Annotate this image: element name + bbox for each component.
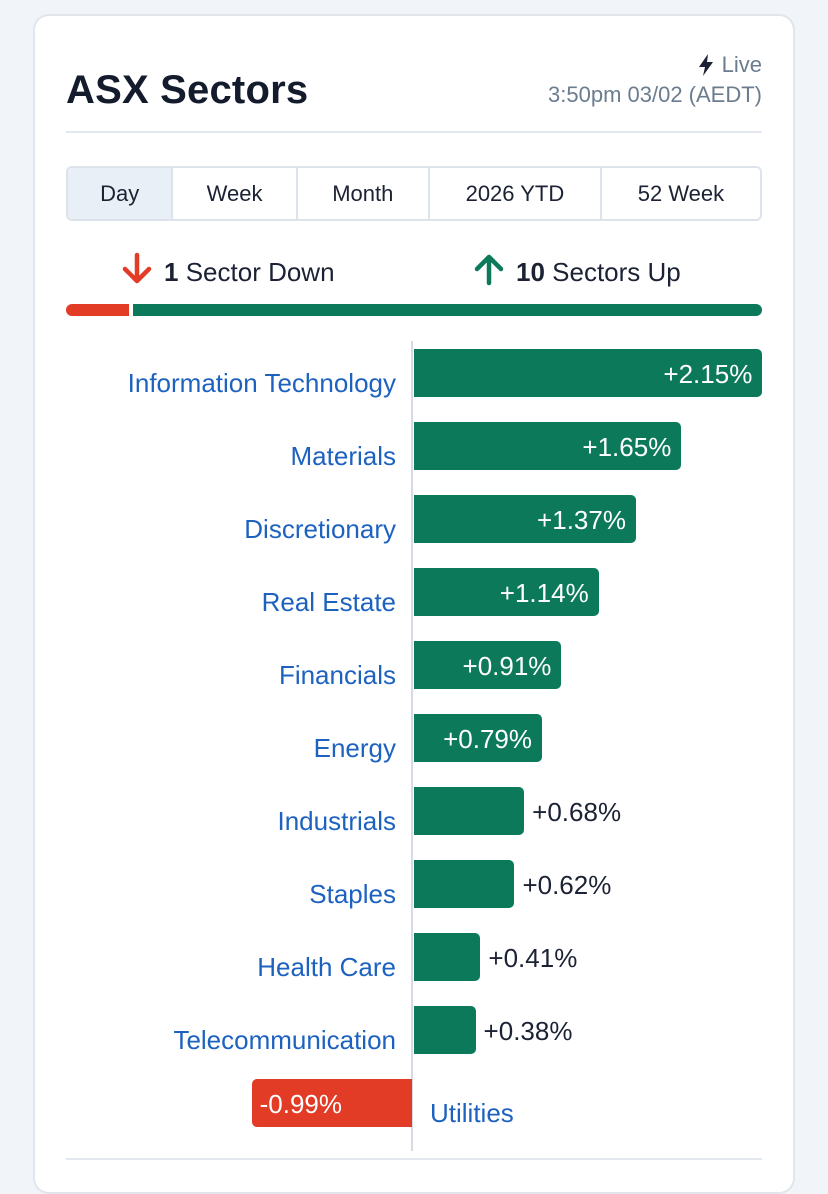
- arrow-up-icon: [472, 252, 506, 293]
- bar-materials[interactable]: [414, 422, 682, 470]
- page-title: ASX Sectors: [66, 68, 309, 112]
- sector-label-real-estate[interactable]: Real Estate: [261, 587, 396, 617]
- sector-label-information-technology[interactable]: Information Technology: [127, 368, 396, 398]
- sector-label-utilities[interactable]: Utilities: [430, 1098, 514, 1128]
- bar-health-care[interactable]: [414, 933, 481, 981]
- bar-real-estate[interactable]: [414, 568, 599, 616]
- value-financials: +0.91%: [462, 651, 552, 681]
- bar-energy[interactable]: [414, 714, 542, 762]
- value-energy: +0.79%: [443, 724, 532, 754]
- timestamp: 3:50pm 03/02 (AEDT): [548, 82, 762, 107]
- sector-label-materials[interactable]: Materials: [290, 441, 396, 471]
- bolt-icon: [698, 54, 714, 76]
- value-information-technology: +2.15%: [663, 359, 753, 389]
- bar-discretionary[interactable]: [414, 495, 636, 543]
- value-staples: +0.62%: [522, 870, 612, 900]
- value-industrials: +0.68%: [532, 797, 622, 827]
- sector-label-industrials[interactable]: Industrials: [277, 806, 397, 836]
- tab-month[interactable]: Month: [297, 168, 430, 219]
- value-health-care: +0.41%: [488, 943, 578, 973]
- value-real-estate: +1.14%: [499, 578, 589, 608]
- value-utilities: -0.99%: [259, 1089, 342, 1119]
- period-tabs: Day Week Month 2026 YTD 52 Week: [66, 166, 762, 221]
- bar-financials[interactable]: [414, 641, 562, 689]
- sector-label-telecommunication[interactable]: Telecommunication: [173, 1025, 396, 1055]
- header-divider: [66, 131, 762, 133]
- sectors-up-summary: 10 Sectors Up: [472, 252, 681, 293]
- tab-day[interactable]: Day: [68, 168, 174, 219]
- value-telecommunication: +0.38%: [483, 1016, 573, 1046]
- value-discretionary: +1.37%: [537, 505, 626, 535]
- sector-label-health-care[interactable]: Health Care: [257, 952, 396, 982]
- down-count: 1: [164, 257, 179, 287]
- tab-week[interactable]: Week: [173, 168, 298, 219]
- tab-52-week[interactable]: 52 Week: [601, 168, 760, 219]
- bar-telecommunication[interactable]: [414, 1006, 476, 1054]
- bar-information-technology[interactable]: [414, 349, 763, 397]
- up-proportion-bar: [133, 304, 762, 316]
- up-label: Sectors Up: [552, 257, 681, 287]
- footer-divider: [66, 1158, 762, 1160]
- sector-label-staples[interactable]: Staples: [309, 879, 396, 909]
- zero-axis: [411, 341, 413, 1151]
- bar-staples[interactable]: [414, 860, 515, 908]
- sector-label-energy[interactable]: Energy: [313, 733, 396, 763]
- arrow-down-icon: [120, 252, 154, 293]
- value-materials: +1.65%: [582, 432, 672, 462]
- bar-industrials[interactable]: [414, 787, 525, 835]
- tab-2026-ytd[interactable]: 2026 YTD: [429, 168, 602, 219]
- down-label: Sector Down: [185, 257, 335, 287]
- down-proportion-bar: [66, 304, 129, 316]
- live-status: Live 3:50pm 03/02 (AEDT): [548, 50, 762, 110]
- up-count: 10: [516, 257, 545, 287]
- bar-utilities[interactable]: [251, 1079, 412, 1127]
- sector-label-financials[interactable]: Financials: [278, 660, 396, 690]
- sectors-down-summary: 1 Sector Down: [120, 252, 335, 293]
- live-label: Live: [721, 52, 762, 77]
- sector-label-discretionary[interactable]: Discretionary: [244, 514, 396, 544]
